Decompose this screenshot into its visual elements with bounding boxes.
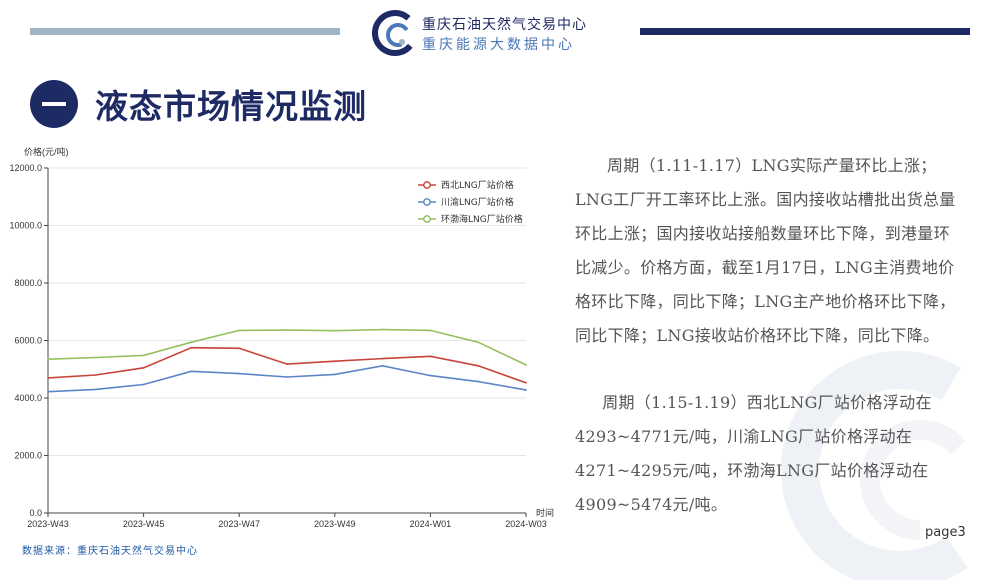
data-point — [333, 329, 336, 332]
data-point — [286, 376, 288, 378]
data-point — [238, 329, 241, 332]
legend-marker — [423, 181, 431, 189]
x-tick-label: 2023-W45 — [123, 519, 165, 529]
data-point — [286, 363, 288, 365]
y-tick-label: 2000.0 — [14, 451, 42, 461]
y-tick-label: 4000.0 — [14, 393, 42, 403]
data-point — [47, 390, 49, 393]
y-axis-label: 价格(元/吨) — [24, 146, 69, 157]
legend-marker — [423, 198, 431, 206]
lng-price-line-chart: 价格(元/吨) 时间 0.0 2000.0 4000.0 6000.0 8000.0 10… — [9, 146, 554, 529]
data-point — [429, 355, 432, 358]
data-point — [142, 366, 145, 369]
x-tick-label: 2024-W01 — [410, 519, 452, 529]
data-point — [94, 356, 97, 359]
data-point — [333, 360, 336, 363]
x-tick-label: 2023-W43 — [27, 519, 69, 529]
data-point — [190, 341, 193, 344]
data-point — [190, 346, 193, 349]
org-name: 重庆石油天然气交易中心 — [422, 17, 587, 33]
data-point — [525, 364, 527, 366]
y-tick-label: 8000.0 — [14, 278, 42, 288]
watermark-logo — [781, 351, 1000, 580]
data-point — [47, 358, 49, 361]
y-tick-label: 10000.0 — [9, 221, 42, 231]
x-tick-label: 2023-W49 — [314, 519, 356, 529]
data-point — [142, 354, 145, 357]
data-point — [381, 357, 384, 360]
legend-label: 环渤海LNG厂站价格 — [441, 213, 523, 225]
x-tick-label: 2023-W47 — [218, 519, 260, 529]
data-point — [525, 389, 527, 391]
section-title: 液态市场情况监测 — [95, 87, 367, 126]
data-point — [429, 374, 432, 377]
x-tick-label: 2024-W03 — [505, 519, 547, 529]
data-point — [238, 372, 241, 375]
summary-paragraph-prices: 周期（1.15-1.19）西北LNG厂站价格浮动在4293~4771元/吨，川渝… — [575, 393, 932, 514]
header-left-bar — [30, 28, 340, 35]
legend-label: 西北LNG厂站价格 — [441, 179, 514, 191]
data-point — [477, 341, 480, 344]
data-point — [333, 373, 336, 376]
data-point — [381, 328, 384, 331]
series-line — [47, 364, 527, 393]
x-axis-label: 时间 — [536, 507, 554, 518]
header-right-bar — [640, 28, 970, 35]
data-point — [286, 329, 288, 332]
data-point — [429, 329, 432, 332]
org-subtitle: 重庆能源大数据中心 — [422, 37, 575, 53]
data-point — [142, 383, 145, 386]
data-point — [47, 376, 49, 379]
y-tick-label: 12000.0 — [9, 163, 42, 173]
data-point — [477, 380, 480, 383]
page-number: page3 — [925, 525, 966, 540]
legend-label: 川渝LNG厂站价格 — [441, 196, 514, 208]
legend-marker — [423, 215, 431, 223]
summary-paragraph-production: 周期（1.11-1.17）LNG实际产量环比上涨；LNG工厂开工率环比上涨。国内… — [575, 156, 956, 345]
data-point — [94, 388, 97, 391]
data-point — [190, 370, 193, 373]
y-tick-label: 6000.0 — [14, 336, 42, 346]
logo-icon — [372, 10, 418, 56]
data-point — [238, 347, 241, 350]
series-line — [47, 328, 527, 366]
data-point — [94, 374, 97, 376]
data-source-note: 数据来源：重庆石油天然气交易中心 — [22, 546, 198, 557]
data-point — [525, 381, 527, 384]
data-point — [381, 364, 384, 367]
y-tick-label: 0.0 — [29, 508, 42, 518]
section-number-badge — [30, 80, 78, 128]
data-point — [477, 364, 480, 367]
